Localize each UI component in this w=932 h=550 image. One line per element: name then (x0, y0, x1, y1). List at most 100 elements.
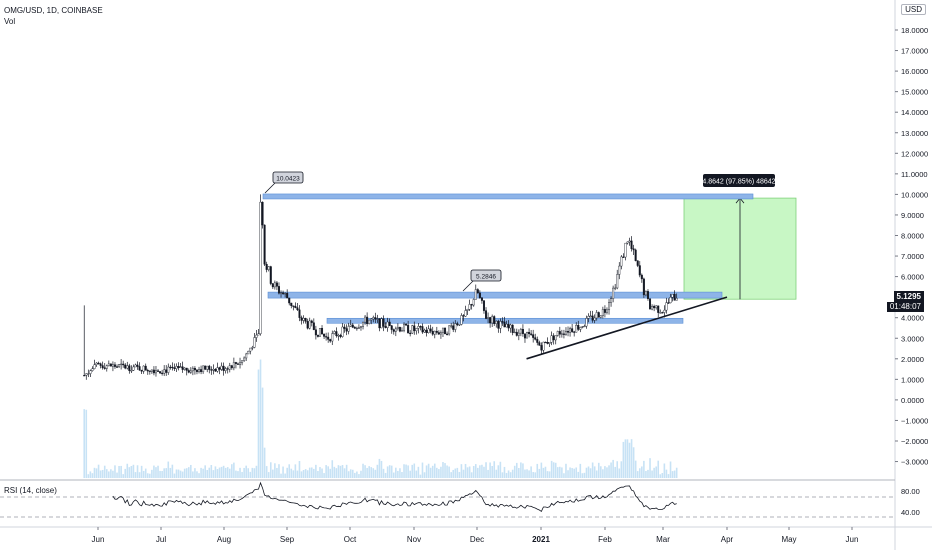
x-tick-label: May (781, 535, 796, 544)
candle-body (450, 325, 453, 327)
volume-bar (290, 468, 293, 478)
candle-body (583, 325, 586, 328)
candle-body (513, 331, 516, 334)
volume-bar (638, 468, 641, 478)
measure-label-bg (703, 174, 775, 187)
volume-bar (497, 465, 500, 478)
volume-bar (495, 469, 498, 478)
volume-bar (245, 465, 247, 478)
candle-body (413, 325, 416, 332)
volume-bar (284, 473, 286, 478)
volume-bar (313, 468, 315, 478)
volume-bar (208, 467, 211, 478)
candle-body (249, 347, 252, 352)
candle-body (187, 370, 190, 373)
candle-body (224, 368, 227, 371)
candle-body (191, 368, 194, 372)
candle-body (517, 332, 520, 336)
candle-body (310, 320, 313, 323)
candle-body (95, 362, 98, 365)
candle-body (345, 328, 348, 332)
y-tick-label: 2.0000 (901, 355, 924, 364)
candle-body (464, 310, 467, 317)
volume-bar (282, 466, 284, 478)
candle-body (93, 364, 96, 369)
x-tick-label: Mar (656, 535, 670, 544)
x-tick-label: Jun (846, 535, 859, 544)
candle-body (575, 324, 578, 333)
candle-body (204, 365, 207, 370)
volume-bar (112, 470, 114, 478)
y-tick-label: 7.0000 (901, 252, 924, 261)
volume-bar (522, 463, 524, 478)
volume-bar (354, 472, 356, 478)
volume-bar (220, 466, 223, 478)
candle-body (130, 370, 133, 372)
candle-body (564, 331, 567, 335)
volume-bar (556, 467, 559, 478)
candle-body (663, 309, 666, 313)
x-tick-label: Feb (598, 535, 612, 544)
measure-label: 4.8642 (97.85%) 48642 (702, 179, 775, 186)
volume-bar (470, 472, 473, 478)
candle-body (384, 326, 387, 328)
volume-bar (466, 467, 469, 478)
volume-bar (423, 472, 426, 478)
volume-bar (105, 469, 108, 478)
symbol-label: OMG/USD, 1D, COINBASE (4, 6, 103, 15)
volume-bar (630, 439, 633, 478)
volume-bar (130, 466, 133, 478)
volume-bar (565, 463, 567, 478)
x-tick-label: Aug (217, 535, 231, 544)
volume-bar (360, 470, 362, 478)
candle-body (423, 329, 426, 333)
candle-body (376, 318, 379, 320)
volume-bar (276, 467, 278, 478)
candle-body (386, 321, 389, 328)
candle-body (183, 367, 186, 370)
candle-body (593, 317, 596, 321)
volume-bar (175, 469, 178, 478)
volume-bar (472, 466, 475, 478)
volume-bar (610, 462, 612, 478)
volume-bar (241, 471, 243, 478)
volume-bar (144, 468, 147, 478)
volume-bar (542, 467, 545, 478)
rsi-line (112, 481, 677, 512)
candle-body (456, 323, 459, 326)
volume-bar (190, 464, 192, 478)
volume-bar (530, 466, 532, 478)
candle-body (632, 248, 635, 251)
y-tick-label: 16.0000 (901, 67, 928, 76)
volume-bar (655, 466, 657, 478)
candle-body (359, 326, 362, 328)
volume-bar (632, 447, 635, 478)
candle-body (169, 366, 172, 369)
candle-body (503, 321, 506, 328)
volume-bar (448, 466, 450, 478)
volume-bar (237, 471, 239, 478)
candle-body (396, 327, 399, 330)
currency-button[interactable]: USD (901, 4, 926, 15)
candle-body (304, 317, 307, 322)
volume-bar (415, 470, 418, 478)
volume-bar (481, 464, 483, 478)
candle-body (234, 362, 237, 364)
volume-bar (421, 462, 424, 478)
volume-bar (559, 466, 561, 478)
candle-body (624, 242, 627, 258)
volume-bar (323, 473, 325, 478)
x-tick-label: Nov (407, 535, 421, 544)
candle-body (421, 326, 424, 333)
y-tick-label: 11.0000 (901, 170, 928, 179)
volume-bar (538, 468, 541, 478)
candle-body (271, 283, 274, 288)
volume-bar (634, 460, 637, 478)
volume-bar (641, 466, 643, 478)
volume-bar (317, 470, 319, 478)
callout-mid-label: 5.2846 (476, 273, 496, 280)
candle-body (669, 297, 672, 304)
candle-body (362, 321, 365, 327)
candle-body (388, 321, 391, 326)
